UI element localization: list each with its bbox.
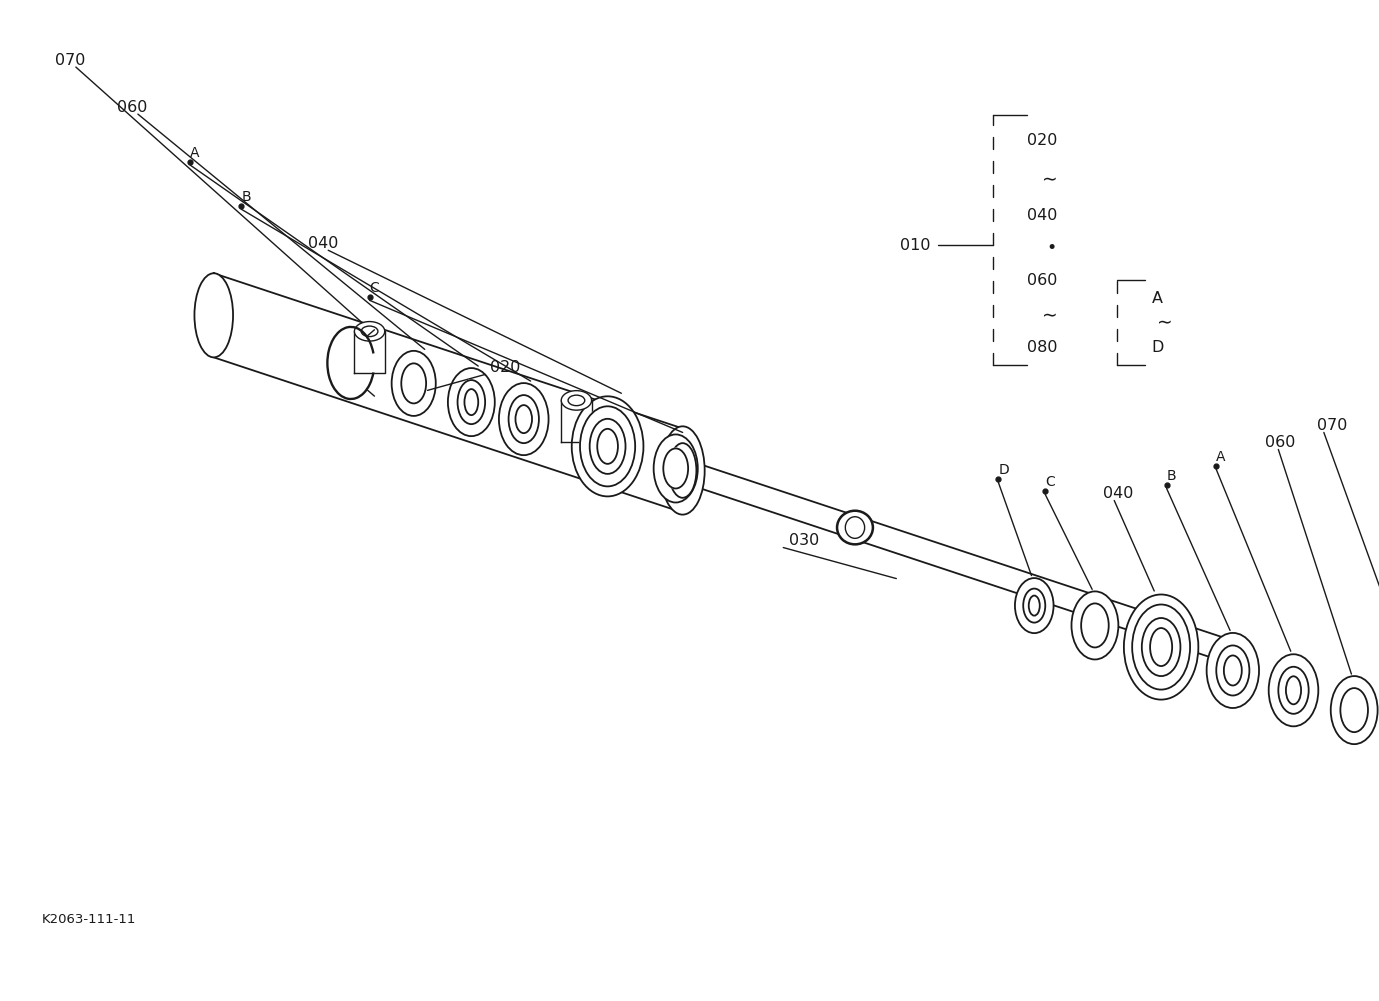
Text: A: A	[1151, 291, 1162, 305]
Text: 070: 070	[55, 53, 85, 67]
Ellipse shape	[1331, 676, 1378, 744]
Ellipse shape	[572, 396, 644, 496]
Ellipse shape	[516, 405, 532, 433]
Ellipse shape	[1029, 596, 1040, 616]
Ellipse shape	[1132, 605, 1190, 690]
Text: 080: 080	[1027, 340, 1058, 354]
Ellipse shape	[1071, 592, 1118, 660]
Polygon shape	[354, 331, 385, 373]
Ellipse shape	[392, 351, 436, 416]
Ellipse shape	[401, 363, 426, 403]
Ellipse shape	[1216, 646, 1249, 696]
Text: C: C	[1045, 475, 1055, 489]
Text: 040: 040	[308, 236, 338, 250]
Text: 060: 060	[117, 100, 148, 114]
Text: 020: 020	[490, 360, 520, 374]
Ellipse shape	[1023, 589, 1045, 623]
Ellipse shape	[1150, 628, 1172, 666]
Text: ∼: ∼	[1156, 313, 1171, 332]
Ellipse shape	[1223, 656, 1241, 686]
Polygon shape	[214, 273, 683, 513]
Text: 020: 020	[1027, 133, 1058, 147]
Text: B: B	[1167, 469, 1176, 483]
Text: D: D	[1151, 340, 1164, 354]
Text: 060: 060	[1027, 273, 1058, 287]
Ellipse shape	[581, 406, 636, 486]
Text: C: C	[370, 281, 379, 295]
Ellipse shape	[354, 321, 385, 341]
Ellipse shape	[448, 368, 495, 436]
Text: 040: 040	[1027, 208, 1058, 222]
Ellipse shape	[194, 273, 233, 357]
Text: B: B	[241, 190, 251, 204]
Ellipse shape	[1124, 595, 1198, 700]
Polygon shape	[561, 400, 592, 442]
Ellipse shape	[458, 380, 485, 424]
Text: ∼: ∼	[1041, 306, 1056, 324]
Ellipse shape	[837, 511, 873, 545]
Text: 010: 010	[900, 238, 931, 252]
Text: •: •	[1047, 239, 1056, 257]
Ellipse shape	[1278, 667, 1309, 714]
Ellipse shape	[590, 418, 626, 473]
Ellipse shape	[1340, 688, 1368, 732]
Ellipse shape	[499, 383, 549, 455]
Text: ∼: ∼	[1041, 171, 1056, 189]
Ellipse shape	[654, 434, 698, 503]
Text: A: A	[1216, 450, 1226, 464]
Ellipse shape	[1207, 633, 1259, 708]
Ellipse shape	[1269, 655, 1318, 727]
Ellipse shape	[661, 426, 705, 515]
Text: 060: 060	[1265, 435, 1295, 449]
Ellipse shape	[663, 448, 688, 488]
Ellipse shape	[361, 326, 378, 336]
Text: A: A	[190, 146, 200, 160]
Ellipse shape	[509, 395, 539, 443]
Text: D: D	[998, 463, 1009, 477]
Ellipse shape	[1285, 677, 1300, 705]
Ellipse shape	[845, 517, 865, 539]
Ellipse shape	[669, 443, 696, 497]
Text: 030: 030	[789, 534, 819, 548]
Ellipse shape	[597, 428, 618, 463]
Ellipse shape	[1081, 604, 1109, 648]
Ellipse shape	[568, 395, 585, 405]
Ellipse shape	[561, 390, 592, 410]
Text: 070: 070	[1317, 418, 1347, 432]
Ellipse shape	[465, 389, 479, 415]
Text: 040: 040	[1103, 486, 1134, 500]
Ellipse shape	[1015, 579, 1054, 633]
Text: K2063-111-11: K2063-111-11	[41, 913, 135, 926]
Ellipse shape	[1142, 618, 1180, 676]
Polygon shape	[683, 458, 1248, 670]
